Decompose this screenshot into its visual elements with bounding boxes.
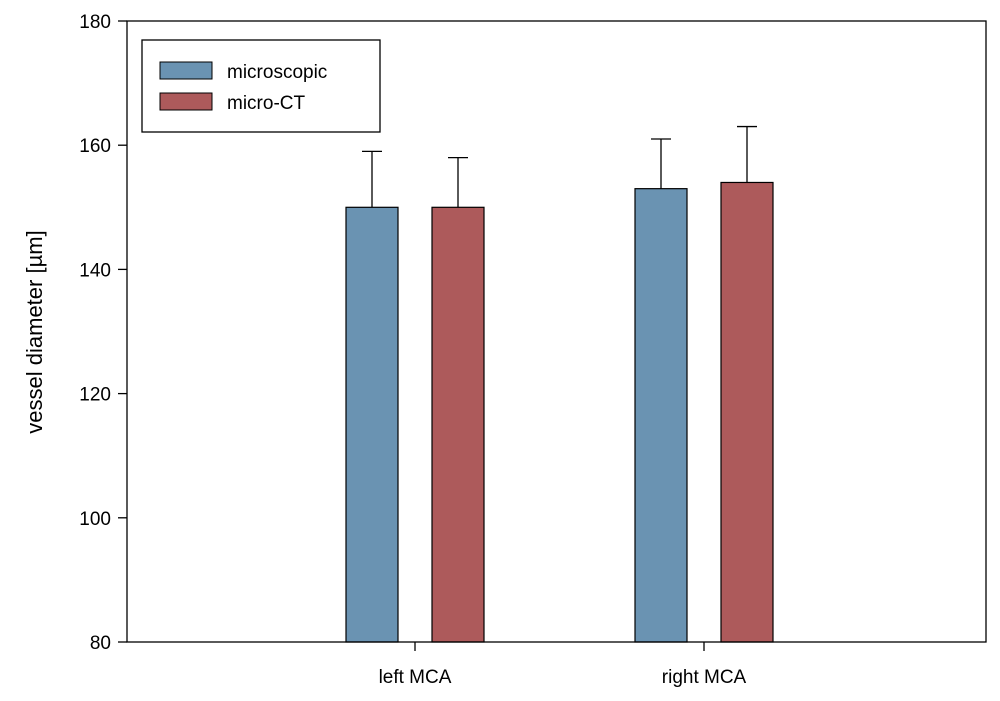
legend-box: [141, 39, 381, 133]
bar: [345, 206, 399, 643]
bar: [431, 206, 485, 643]
bar: [720, 181, 774, 643]
y-axis-label: vessel diameter [µm]: [22, 230, 47, 433]
y-axis: 80 100 120 140 160 180: [79, 12, 127, 654]
x-axis: left MCA right MCA: [379, 642, 747, 688]
x-tick-label: right MCA: [662, 667, 747, 688]
y-tick-label: 100: [79, 509, 111, 530]
bar: [634, 188, 688, 643]
legend-swatch-micro-ct: [159, 92, 213, 111]
x-tick-label: left MCA: [379, 667, 452, 688]
y-tick-label: 80: [90, 633, 111, 654]
legend-label-micro-ct: micro-CT: [227, 93, 305, 114]
legend-swatch-microscopic: [159, 61, 213, 80]
plot-frame: [126, 20, 987, 643]
legend: microscopic micro-CT: [141, 39, 381, 133]
y-tick-label: 180: [79, 12, 111, 33]
y-tick-label: 160: [79, 136, 111, 157]
y-tick-label: 140: [79, 260, 111, 281]
legend-label-microscopic: microscopic: [227, 62, 327, 83]
bars-group: [345, 125, 774, 643]
y-tick-label: 120: [79, 385, 111, 406]
